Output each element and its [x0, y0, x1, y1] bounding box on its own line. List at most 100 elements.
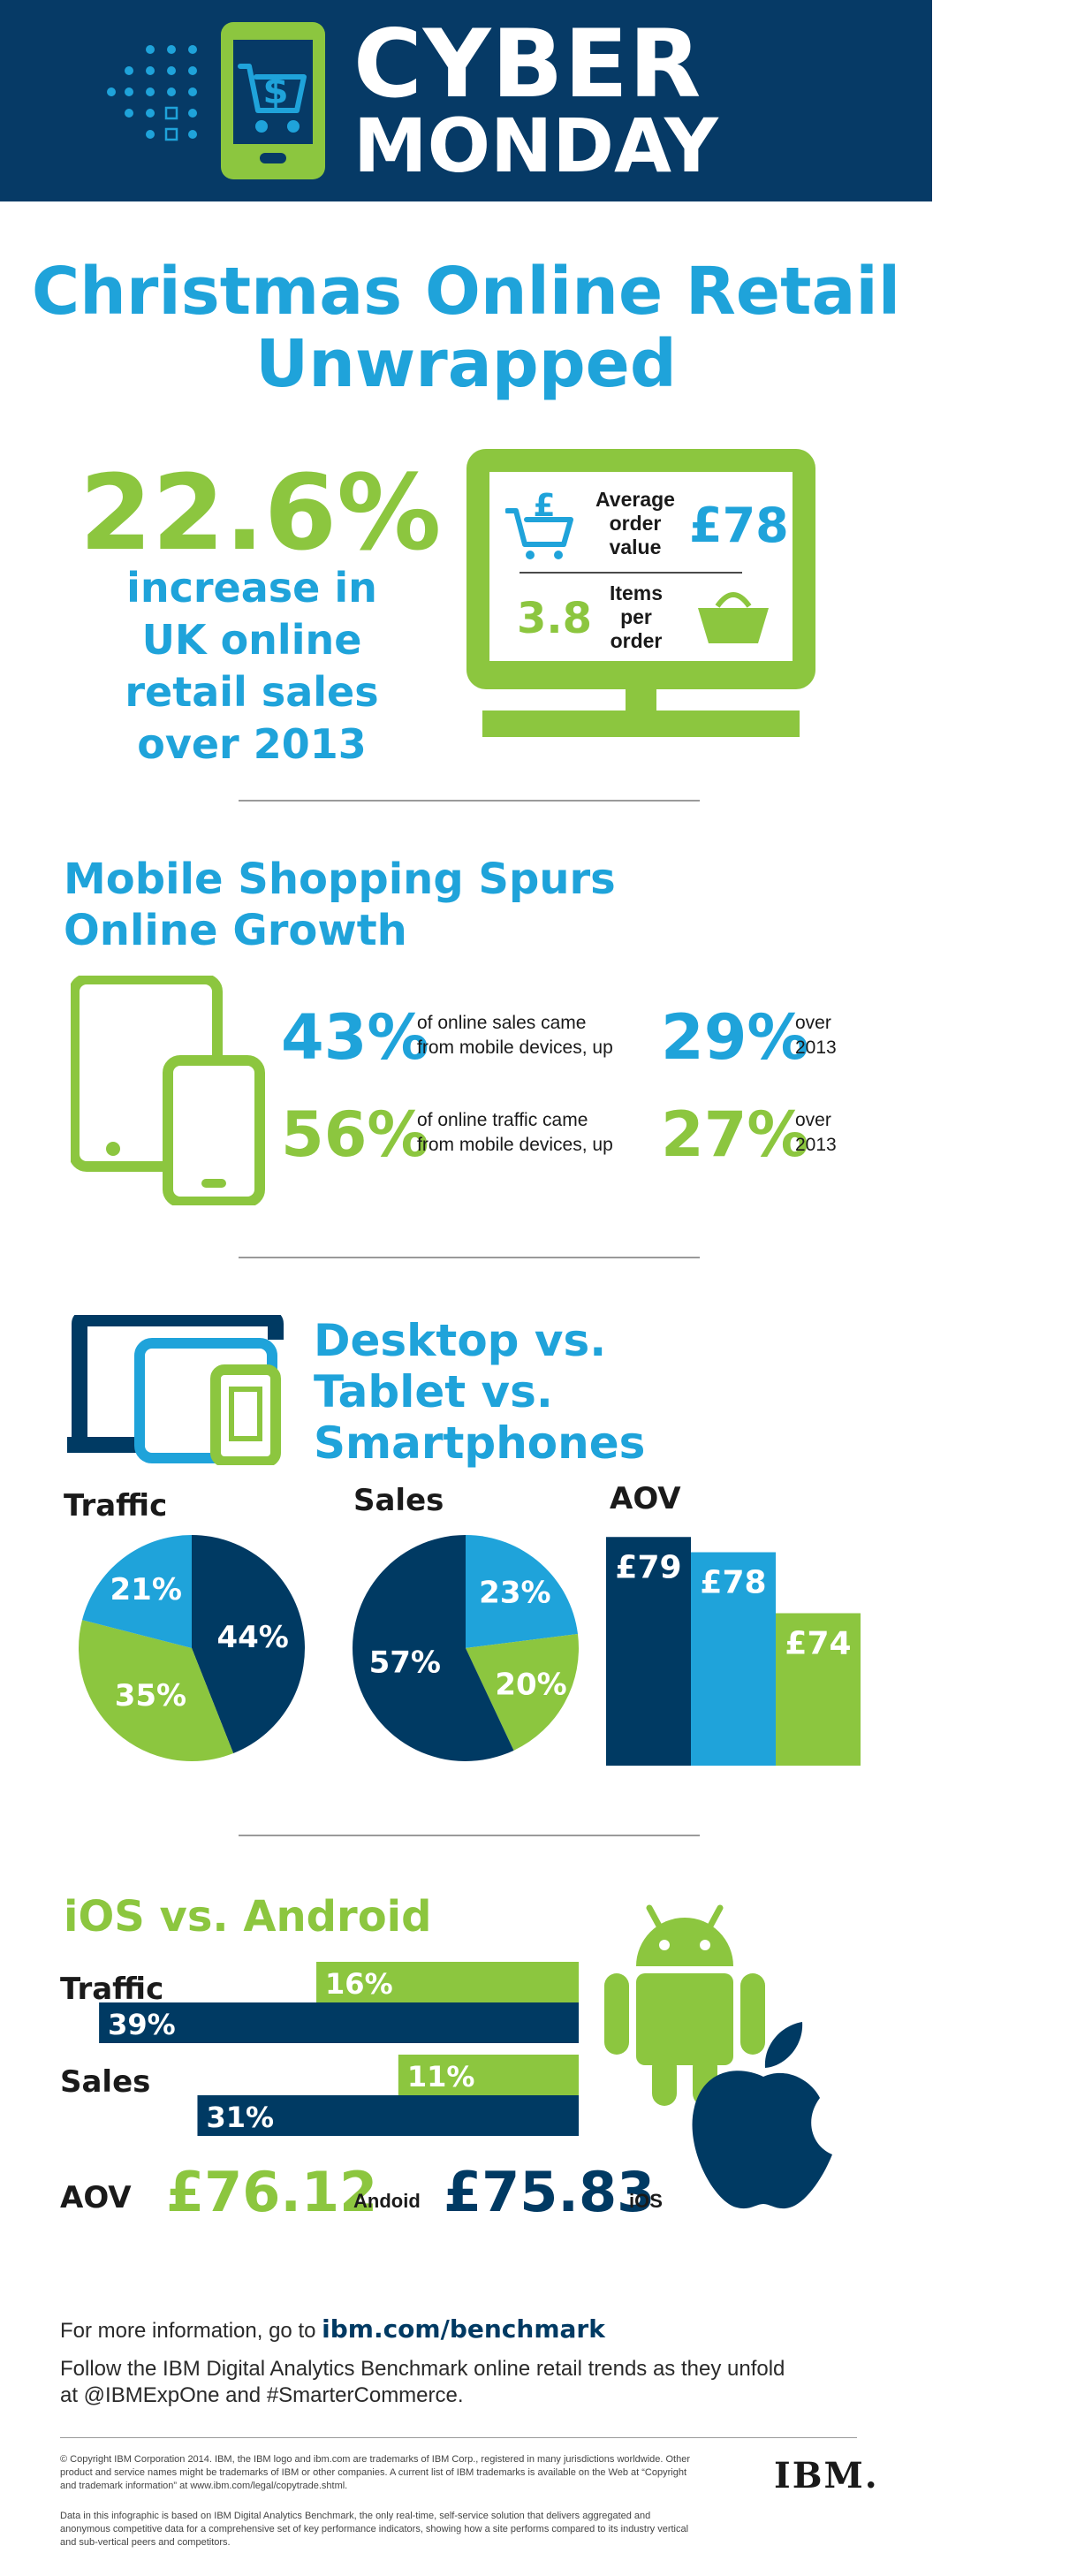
mobile-traffic-change: 27% [661, 1098, 809, 1171]
more-info-line: For more information, go to ibm.com/benc… [60, 2315, 605, 2345]
desc-line: 2013 [795, 1135, 837, 1155]
android-bar-label: 11% [407, 2060, 475, 2093]
mobile-sales-desc: of online sales came from mobile devices… [417, 1011, 613, 1060]
page-title-line1: Christmas Online Retail [31, 254, 901, 330]
basket-icon [698, 592, 769, 643]
mobile-traffic-desc: of online traffic came from mobile devic… [417, 1108, 613, 1158]
svg-text:$: $ [262, 69, 288, 112]
label-line: order [610, 629, 663, 652]
mobile-sales-share: 43% [281, 1001, 429, 1074]
pie-slice-label: 21% [110, 1572, 182, 1607]
follow-line: Follow the IBM Digital Analytics Benchma… [60, 2357, 785, 2381]
label-line: per [620, 605, 652, 628]
pie-slice [82, 1535, 192, 1648]
aov-bar [691, 1552, 776, 1766]
section-divider [239, 1835, 700, 1836]
ios-bar [197, 2095, 580, 2136]
ios-aov-value: £75.83 [444, 2160, 656, 2224]
platform-row-label: Sales [60, 2064, 150, 2100]
ios-aov-label: iOS [629, 2190, 663, 2212]
section-divider [239, 800, 700, 802]
data-disclaimer: Data in this infographic is based on IBM… [60, 2510, 767, 2549]
apple-logo-icon [692, 2022, 832, 2209]
android-robot-icon [604, 1904, 765, 2106]
benchmark-link[interactable]: ibm.com/benchmark [322, 2314, 605, 2344]
pie-slice [353, 1535, 514, 1761]
copyright-line: © Copyright IBM Corporation 2014. IBM, t… [60, 2454, 691, 2465]
label-line: order [609, 512, 662, 535]
pie-slice-label: 20% [495, 1668, 566, 1703]
platform-title: iOS vs. Android [64, 1892, 432, 1941]
desc-line: increase in [126, 564, 377, 612]
svg-text:£: £ [533, 488, 555, 524]
pie-slice-label: 44% [216, 1620, 288, 1655]
label-line: Average [595, 488, 675, 511]
label-line: value [609, 536, 662, 559]
desc-line: of online traffic came [417, 1110, 588, 1130]
follow-line: at @IBMExpOne and #SmarterCommerce. [60, 2383, 464, 2407]
aov-value: £78 [689, 498, 789, 553]
disclaimer-line: anonymous competitive data for a compreh… [60, 2524, 689, 2534]
pie-slice-label: 23% [479, 1576, 550, 1611]
copyright-text: © Copyright IBM Corporation 2014. IBM, t… [60, 2453, 732, 2493]
section-divider [239, 1257, 700, 1258]
aov-label: Average order value [583, 488, 687, 559]
label-line: Items [609, 581, 664, 604]
desc-line: over [795, 1013, 831, 1033]
desc-line: of online sales came [417, 1013, 587, 1033]
title-line: Online Growth [64, 906, 407, 955]
pie-slice-label: 35% [115, 1678, 186, 1714]
android-aov-label: Andoid [353, 2190, 421, 2212]
desc-line: UK online [141, 616, 362, 664]
devices-title: Desktop vs. Tablet vs. Smartphones [314, 1315, 645, 1469]
aov-bar [776, 1613, 861, 1766]
tablet-phone-icon [71, 976, 265, 1205]
sales-pie-title: Sales [353, 1483, 444, 1518]
aov-bar-chart: £79 £78 £74 [606, 1537, 861, 1766]
title-line: Mobile Shopping Spurs [64, 855, 616, 904]
pound-cart-icon: £ [505, 488, 573, 559]
copyright-line: product and service names might be trade… [60, 2467, 687, 2478]
follow-text: Follow the IBM Digital Analytics Benchma… [60, 2356, 785, 2409]
header-banner: $ CYBER MONDAY [0, 0, 932, 201]
phone-cart-icon: $ [221, 22, 325, 179]
pie-slice [466, 1633, 579, 1751]
android-bar [398, 2055, 579, 2095]
title-line: Desktop vs. [314, 1315, 607, 1366]
pie-slice-label: 57% [369, 1645, 441, 1680]
desc-line: over 2013 [137, 720, 367, 768]
pie-slice [466, 1535, 578, 1648]
title-line: Smartphones [314, 1417, 646, 1469]
dot-grid-icon [107, 45, 197, 141]
platform-aov-label: AOV [60, 2180, 132, 2215]
traffic-pie-chart: 44% 35% 21% [78, 1535, 306, 1761]
disclaimer-line: and sub-vertical peers and competitors. [60, 2537, 231, 2548]
ios-bar-label: 31% [206, 2101, 274, 2134]
headline-stat-value: 22.6% [80, 452, 442, 574]
desc-line: from mobile devices, up [417, 1037, 613, 1058]
mobile-sales-change-label: over 2013 [795, 1011, 837, 1060]
copyright-line: and trademark information” at www.ibm.co… [60, 2481, 348, 2491]
title-line: Tablet vs. [314, 1366, 553, 1417]
traffic-pie-title: Traffic [64, 1488, 168, 1524]
desc-line: retail sales [125, 668, 379, 716]
footer-divider [60, 2437, 857, 2438]
pie-slice [192, 1535, 306, 1754]
aov-bar-label: £78 [700, 1565, 766, 1601]
ios-bar [99, 2002, 580, 2043]
android-bar-label: 16% [325, 1967, 393, 2001]
ios-bar-label: 39% [108, 2008, 176, 2041]
platform-bar-chart: Traffic 16% 39% Sales 11% 31% [60, 1962, 580, 2136]
desc-line: 2013 [795, 1037, 837, 1058]
header-title-line2: MONDAY [353, 103, 718, 189]
items-value: 3.8 [517, 594, 593, 643]
platform-row-label: Traffic [60, 1972, 163, 2007]
mobile-traffic-share: 56% [281, 1098, 429, 1171]
android-bar [316, 1962, 579, 2002]
header-title-line1: CYBER [353, 10, 702, 118]
mobile-traffic-change-label: over 2013 [795, 1108, 837, 1158]
devices-icon [67, 1315, 284, 1465]
more-info-prefix: For more information, go to [60, 2319, 322, 2343]
desc-line: from mobile devices, up [417, 1135, 613, 1155]
mobile-sales-change: 29% [661, 1001, 809, 1074]
